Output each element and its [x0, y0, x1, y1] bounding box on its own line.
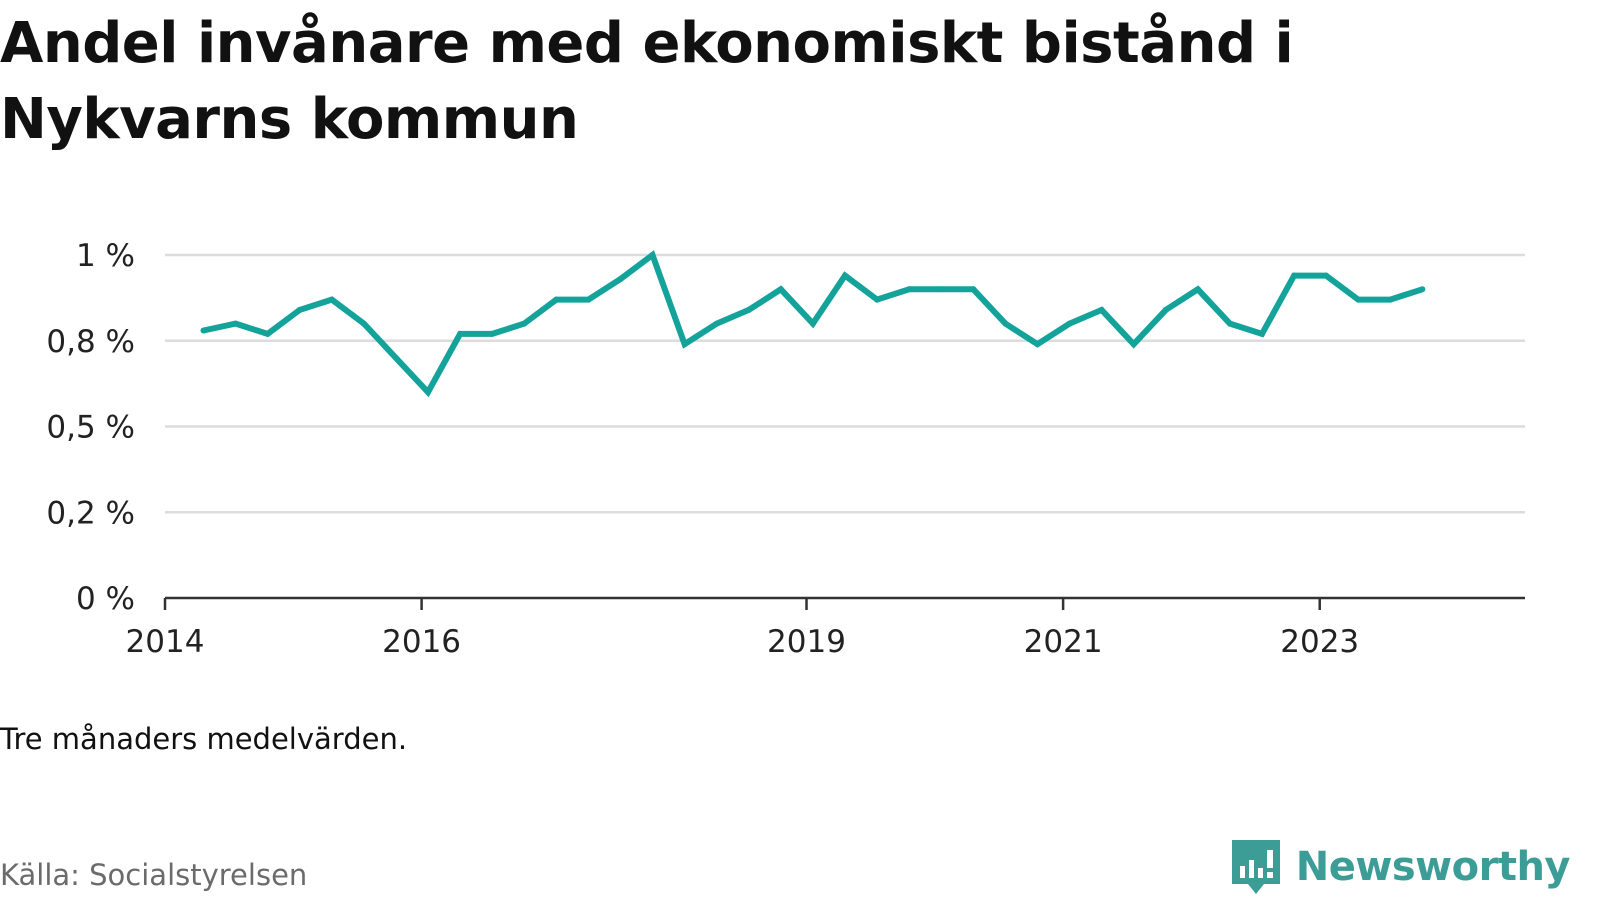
data-point [392, 354, 399, 361]
newsworthy-brand[interactable]: Newsworthy [1228, 838, 1571, 896]
data-point [938, 286, 945, 293]
data-point [1066, 320, 1073, 327]
brand-name: Newsworthy [1295, 844, 1571, 890]
data-point [264, 330, 271, 337]
y-tick-label: 1 % [76, 238, 135, 274]
data-point [1291, 272, 1298, 279]
data-point [681, 341, 688, 348]
x-tick-label: 2019 [767, 624, 846, 660]
data-point [232, 320, 239, 327]
line-chart: 0 %0,2 %0,5 %0,8 %1 % 2014 2016 2019 2021 20… [46, 238, 1525, 660]
data-point [1034, 341, 1041, 348]
data-point [1194, 286, 1201, 293]
gridlines [165, 253, 1525, 514]
data-point [521, 320, 528, 327]
data-point [874, 296, 881, 303]
data-point [842, 272, 848, 279]
data-point [617, 276, 624, 283]
data-point [713, 320, 720, 327]
data-point [1226, 320, 1233, 327]
x-tick-label: 2014 [126, 624, 205, 660]
data-point [1419, 286, 1426, 293]
data-point [457, 330, 464, 337]
data-point [649, 252, 656, 258]
data-point [296, 306, 303, 313]
y-axis: 0 % 0,2 % 0,5 % 0,8 % 1 % [46, 238, 135, 617]
data-point [1098, 306, 1105, 313]
data-point [1162, 306, 1169, 313]
series-group [200, 250, 1426, 398]
x-tick-label: 2021 [1024, 624, 1103, 660]
data-point [745, 306, 752, 313]
x-tick-label: 2023 [1280, 624, 1359, 660]
y-tick-label: 0,5 % [46, 410, 135, 446]
data-point [425, 389, 432, 396]
source-text: Källa: Socialstyrelsen [0, 858, 308, 892]
data-point [1002, 320, 1009, 327]
data-point [1258, 330, 1265, 337]
data-point [970, 286, 977, 293]
data-point [1387, 296, 1394, 303]
y-tick-label: 0 % [76, 581, 135, 617]
data-point [489, 330, 496, 337]
data-point [585, 296, 592, 303]
data-point [360, 320, 367, 327]
x-tick-label: 2016 [382, 624, 461, 660]
y-tick-label: 0,8 % [46, 324, 135, 360]
newsworthy-logo-icon [1231, 840, 1280, 894]
data-point [1355, 296, 1362, 303]
data-point [200, 327, 207, 334]
y-tick-label: 0,2 % [46, 495, 135, 531]
data-point [777, 286, 784, 293]
data-point [1130, 341, 1137, 348]
data-point [809, 320, 816, 327]
chart-note: Tre månaders medelvärden. [0, 722, 408, 756]
data-point [553, 296, 560, 303]
x-axis: 2014 2016 2019 2021 2023 [126, 596, 1525, 660]
data-point [906, 286, 913, 293]
data-point [1323, 272, 1330, 279]
chart-title: Andel invånare med ekonomiskt bistånd i … [0, 11, 1294, 152]
data-point [328, 296, 335, 303]
